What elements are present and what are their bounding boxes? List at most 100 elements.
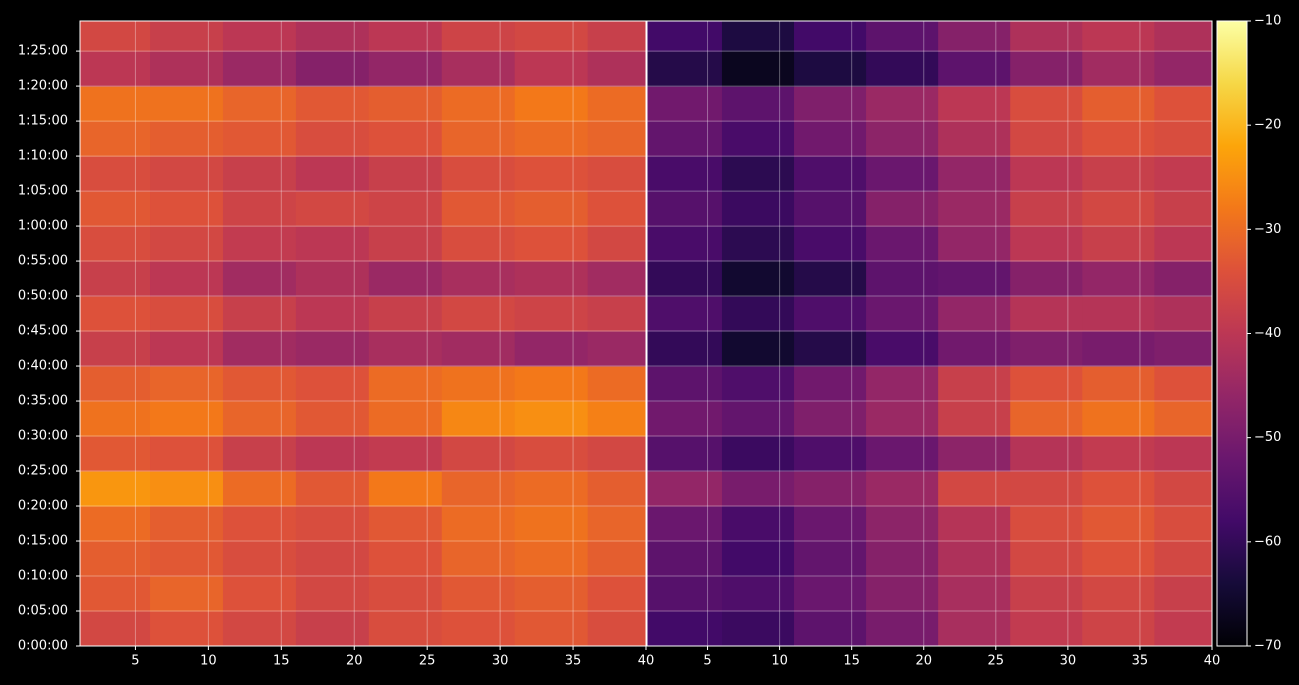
heatmap-cell [1010, 541, 1083, 577]
heatmap-cell [866, 296, 939, 332]
heatmap-cell [150, 51, 224, 87]
heatmap-cell [938, 401, 1011, 437]
heatmap-cell [1082, 576, 1155, 612]
y-tick-label: 1:25:00 [18, 44, 68, 59]
y-tick-label: 0:40:00 [18, 359, 68, 374]
heatmap-cell [647, 86, 723, 122]
heatmap-cell [1082, 226, 1155, 262]
heatmap-cell [150, 261, 224, 297]
heatmap-cell [222, 51, 297, 87]
heatmap-cell [295, 576, 370, 612]
heatmap-cell [295, 471, 370, 507]
heatmap-cell [938, 121, 1011, 157]
heatmap-cell [368, 226, 443, 262]
heatmap-cell [80, 331, 151, 367]
heatmap-cell [1154, 21, 1212, 52]
heatmap-cell [441, 296, 516, 332]
heatmap-cell [514, 331, 589, 367]
colorbar-tick-label: −40 [1254, 326, 1281, 341]
heatmap-cell [721, 21, 795, 52]
heatmap-cell [794, 401, 867, 437]
heatmap-cell [368, 506, 443, 542]
heatmap-cell [794, 191, 867, 227]
heatmap-cell [514, 366, 589, 402]
y-tick-label: 0:30:00 [18, 429, 68, 444]
heatmap-cell [80, 506, 151, 542]
heatmap-cell [514, 226, 589, 262]
x-tick-label: 10 [771, 654, 788, 669]
heatmap-cell [150, 471, 224, 507]
heatmap-cell [222, 156, 297, 192]
heatmap-cell [222, 506, 297, 542]
heatmap-cell [721, 121, 795, 157]
heatmap-cell [938, 436, 1011, 472]
heatmap-cell [587, 156, 646, 192]
heatmap-cell [1154, 261, 1212, 297]
heatmap-cell [1010, 121, 1083, 157]
heatmap-cell [647, 121, 723, 157]
x-tick-label: 40 [1204, 654, 1221, 669]
heatmap-cell [721, 541, 795, 577]
heatmap-cells [647, 21, 1212, 646]
heatmap-cell [222, 331, 297, 367]
heatmap-cell [1082, 51, 1155, 87]
heatmap-cell [794, 296, 867, 332]
heatmap-cell [222, 86, 297, 122]
heatmap-cell [866, 331, 939, 367]
heatmap-cell [295, 191, 370, 227]
heatmap-cell [150, 611, 224, 646]
y-tick-label: 1:20:00 [18, 79, 68, 94]
heatmap-cell [441, 121, 516, 157]
heatmap-cell [794, 261, 867, 297]
heatmap-cell [721, 226, 795, 262]
y-tick-label: 0:35:00 [18, 394, 68, 409]
heatmap-cell [587, 506, 646, 542]
heatmap-cell [295, 226, 370, 262]
heatmap-cell [1010, 331, 1083, 367]
y-tick-label: 0:20:00 [18, 499, 68, 514]
heatmap-cell [1154, 541, 1212, 577]
heatmap-cell [1082, 191, 1155, 227]
heatmap-cell [441, 156, 516, 192]
heatmap-cell [1082, 401, 1155, 437]
heatmap-cell [587, 541, 646, 577]
heatmap-cell [1010, 576, 1083, 612]
heatmap-cell [514, 611, 589, 646]
heatmap-cell [150, 541, 224, 577]
heatmap-cell [587, 86, 646, 122]
heatmap-cell [1154, 156, 1212, 192]
heatmap-cell [794, 436, 867, 472]
heatmap-cell [866, 261, 939, 297]
heatmap-cell [721, 366, 795, 402]
heatmap-cell [794, 541, 867, 577]
heatmap-cell [647, 156, 723, 192]
heatmap-cell [1082, 471, 1155, 507]
heatmap-cell [295, 296, 370, 332]
colorbar-tick-label: −30 [1254, 222, 1281, 237]
heatmap-cell [514, 191, 589, 227]
heatmap-cell [647, 191, 723, 227]
x-tick-label: 15 [843, 654, 860, 669]
y-tick-label: 1:05:00 [18, 184, 68, 199]
y-tick-label: 0:10:00 [18, 569, 68, 584]
heatmap-cell [295, 366, 370, 402]
heatmap-cell [368, 21, 443, 52]
heatmap-cell [587, 296, 646, 332]
x-tick-label: 20 [346, 654, 363, 669]
heatmap-cell [587, 611, 646, 646]
heatmap-cell [721, 191, 795, 227]
y-tick-label: 0:55:00 [18, 254, 68, 269]
y-tick-label: 1:15:00 [18, 114, 68, 129]
heatmap-cell [1154, 296, 1212, 332]
heatmap-cell [938, 576, 1011, 612]
heatmap-cell [80, 611, 151, 646]
heatmap-cell [1082, 296, 1155, 332]
heatmap-cell [80, 226, 151, 262]
colorbar-tick-label: −60 [1254, 534, 1281, 549]
heatmap-cell [938, 506, 1011, 542]
heatmap-cell [794, 331, 867, 367]
heatmap-cell [295, 506, 370, 542]
heatmap-cell [295, 21, 370, 52]
heatmap-cell [721, 86, 795, 122]
